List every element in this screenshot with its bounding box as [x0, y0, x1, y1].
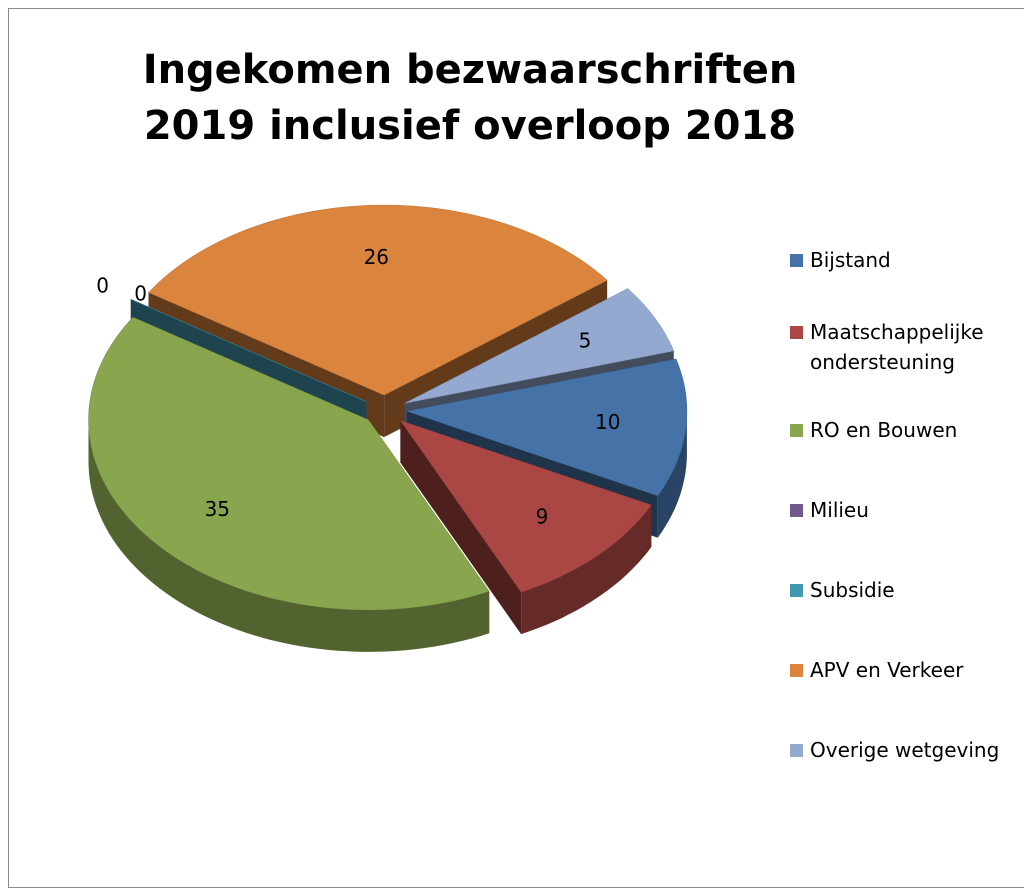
slice-top: [88, 316, 490, 611]
legend: Bijstand Maatschappelijke ondersteuning RO…: [790, 245, 1010, 765]
slice-top: [130, 299, 367, 403]
slice-side: [88, 419, 490, 652]
chart: 10 9 35 0 0 26 5: [88, 204, 688, 652]
slice-top: [148, 204, 608, 396]
legend-swatch: [790, 326, 803, 339]
slice-side: [657, 411, 687, 538]
legend-item: APV en Verkeer: [790, 655, 1010, 685]
legend-swatch: [790, 584, 803, 597]
legend-label: Maatschappelijke ondersteuning: [810, 320, 984, 374]
data-label: 26: [364, 245, 389, 269]
slice-top: [405, 358, 688, 496]
slice: [399, 420, 652, 635]
legend-swatch: [790, 744, 803, 757]
legend-label: Bijstand: [810, 248, 891, 272]
legend-item: RO en Bouwen: [790, 415, 1010, 445]
slice-wall: [400, 420, 522, 635]
legend-label: Subsidie: [810, 578, 895, 602]
legend-item: Subsidie: [790, 575, 1010, 605]
legend-item: Milieu: [790, 495, 1010, 525]
slice: [88, 316, 490, 652]
data-label: 10: [595, 410, 620, 434]
data-label: 9: [536, 505, 549, 529]
slice-top: [404, 288, 675, 404]
data-label: 0: [96, 274, 109, 298]
slice-side: [521, 505, 652, 635]
legend-swatch: [790, 254, 803, 267]
legend-label: Overige wetgeving: [810, 738, 1000, 762]
legend-item: Overige wetgeving: [790, 735, 1010, 765]
legend-swatch: [790, 664, 803, 677]
legend-item: Bijstand: [790, 245, 1010, 275]
data-label: 35: [205, 497, 230, 521]
legend-label: Milieu: [810, 498, 869, 522]
data-label: 0: [134, 282, 147, 306]
slice-top: [399, 420, 652, 593]
chart-title: Ingekomen bezwaarschriften 2019 inclusie…: [142, 47, 798, 149]
legend-item: Maatschappelijke ondersteuning: [790, 317, 1010, 377]
legend-swatch: [790, 504, 803, 517]
legend-label: RO en Bouwen: [810, 418, 958, 442]
data-label: 5: [579, 329, 592, 353]
legend-swatch: [790, 424, 803, 437]
legend-label: APV en Verkeer: [810, 658, 964, 682]
page: {"chart_data": {"type": "pie", "title": …: [8, 8, 1024, 888]
